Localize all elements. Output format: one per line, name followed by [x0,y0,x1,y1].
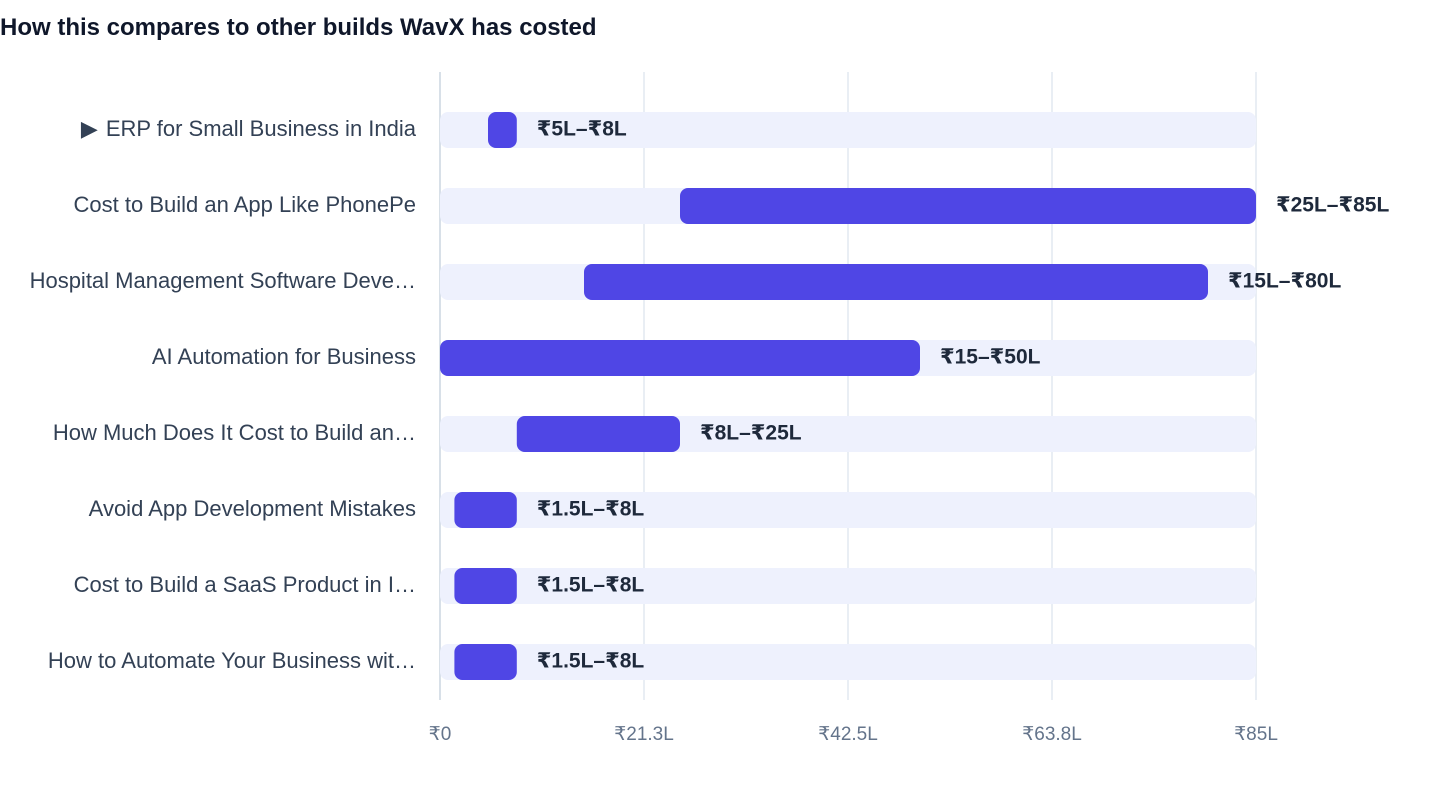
range-bar [440,340,920,376]
chart-title: How this compares to other builds WavX h… [0,14,597,41]
category-label: How to Automate Your Business wit… [48,648,416,673]
x-tick-label: ₹0 [429,724,452,745]
range-value-label: ₹15L–₹80L [1228,270,1341,293]
category-labels: ▶ ERP for Small Business in India Cost to … [30,116,417,673]
range-value-label: ₹1.5L–₹8L [537,498,645,521]
x-axis-ticks: ₹0 ₹21.3L ₹42.5L ₹63.8L ₹85L [429,724,1278,745]
category-label: ERP for Small Business in India [106,116,417,141]
category-label: Hospital Management Software Deve… [30,268,416,293]
range-value-label: ₹25L–₹85L [1276,194,1389,217]
range-bar [584,264,1208,300]
grid-lines [439,72,1257,700]
current-marker-icon: ▶ [81,116,98,141]
range-value-label: ₹1.5L–₹8L [537,650,645,673]
category-label: Cost to Build an App Like PhonePe [74,192,416,217]
range-value-label: ₹1.5L–₹8L [537,574,645,597]
category-label: AI Automation for Business [152,344,416,369]
range-bar [454,492,517,528]
bar-track [440,112,1256,148]
range-bar [488,112,517,148]
range-bar [680,188,1256,224]
range-value-label: ₹15–₹50L [940,346,1041,369]
bar-track [440,492,1256,528]
range-bar [454,568,517,604]
range-value-label: ₹8L–₹25L [700,422,802,445]
x-tick-label: ₹63.8L [1022,724,1082,745]
range-bar [454,644,517,680]
range-bars [440,112,1256,680]
x-tick-label: ₹42.5L [818,724,878,745]
bar-track [440,568,1256,604]
value-labels: ₹5L–₹8L ₹25L–₹85L ₹15L–₹80L ₹15–₹50L ₹8L–₹25… [537,118,1390,673]
x-tick-label: ₹85L [1234,724,1278,745]
category-label: How Much Does It Cost to Build an… [53,420,416,445]
range-value-label: ₹5L–₹8L [537,118,627,141]
x-tick-label: ₹21.3L [614,724,674,745]
category-label: Cost to Build a SaaS Product in I… [74,572,416,597]
range-bar [516,416,680,452]
category-label: Avoid App Development Mistakes [89,496,416,521]
bar-track [440,644,1256,680]
